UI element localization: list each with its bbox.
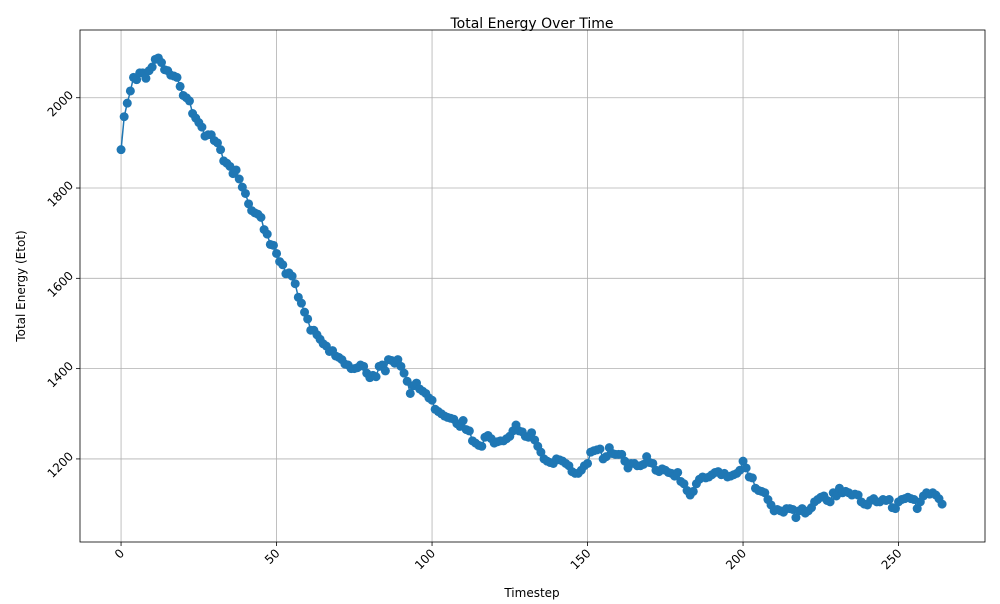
data-point (890, 504, 900, 514)
data-point (747, 473, 757, 483)
y-tick-label: 1600 (45, 269, 76, 300)
data-point (132, 75, 142, 85)
data-point (825, 497, 835, 507)
data-point (912, 504, 922, 514)
data-point (244, 199, 254, 209)
data-point (760, 488, 770, 498)
data-point (583, 458, 593, 468)
data-point (853, 490, 863, 500)
data-point (536, 447, 546, 457)
data-point (617, 449, 627, 459)
data-point (240, 188, 250, 198)
data-point (116, 145, 126, 155)
x-axis-label: Timestep (503, 586, 559, 600)
y-tick-label: 1200 (45, 449, 76, 480)
x-tick-label: 50 (262, 546, 283, 567)
data-point (216, 145, 226, 155)
data-point (380, 366, 390, 376)
data-point (595, 444, 605, 454)
data-point (303, 314, 313, 324)
x-tick-label: 200 (723, 546, 749, 572)
data-point (427, 395, 437, 405)
data-point (393, 355, 403, 365)
data-point (884, 495, 894, 505)
data-point (741, 463, 751, 473)
plot-frame (79, 29, 986, 543)
data-point (300, 307, 310, 317)
data-point (231, 165, 241, 175)
data-point (738, 456, 748, 466)
x-tick-label: 250 (879, 546, 905, 572)
data-point (256, 212, 266, 222)
data-point (458, 416, 468, 426)
data-point (296, 298, 306, 308)
data-point (396, 361, 406, 371)
y-axis-label: Total Energy (Etot) (14, 230, 28, 342)
data-point (290, 279, 300, 289)
data-point (156, 58, 166, 68)
data-point (399, 368, 409, 378)
data-point (679, 479, 689, 489)
data-point (212, 138, 222, 148)
data-point (402, 376, 412, 386)
data-point (119, 112, 129, 122)
data-point (791, 513, 801, 523)
data-point (175, 81, 185, 91)
data-point (673, 467, 683, 477)
data-point (527, 428, 537, 438)
x-tick-label: 100 (412, 546, 438, 572)
x-tick-label: 0 (112, 546, 127, 561)
data-line (120, 57, 943, 520)
data-point (477, 441, 487, 451)
data-point (937, 499, 947, 509)
data-point (371, 372, 381, 382)
data-point (147, 62, 157, 72)
data-point (122, 98, 132, 108)
data-point (405, 388, 415, 398)
y-tick-label: 1400 (45, 359, 76, 390)
data-point (464, 426, 474, 436)
data-point (278, 260, 288, 270)
data-point (184, 96, 194, 106)
data-point (272, 248, 282, 258)
data-point (141, 73, 151, 83)
data-point (287, 271, 297, 281)
data-point (688, 486, 698, 496)
data-point (234, 174, 244, 184)
data-point (262, 229, 272, 239)
data-point (125, 86, 135, 96)
chart-title: Total Energy Over Time (450, 16, 614, 32)
y-tick-label: 1800 (45, 178, 76, 209)
data-point (197, 122, 207, 132)
data-point (648, 458, 658, 468)
y-tick-label: 2000 (45, 88, 76, 119)
data-point (359, 361, 369, 371)
data-point (268, 240, 278, 250)
x-tick-label: 150 (568, 546, 594, 572)
data-point (172, 72, 182, 82)
